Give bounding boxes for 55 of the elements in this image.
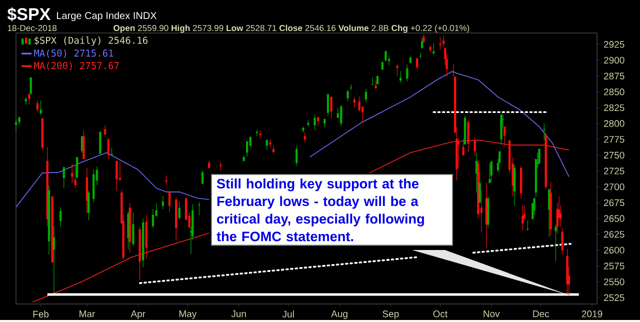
y-tick-label: 2925 <box>604 40 624 48</box>
y-tick-label: 2700 <box>604 183 624 190</box>
y-tick-label: 2600 <box>604 246 624 254</box>
annotation: Still holding key support at the February lows - today will be a critical day, especially following the FOMC statement. <box>216 178 424 242</box>
y-tick-label: 2750 <box>604 152 624 158</box>
chart-title: $SPX <box>7 7 51 22</box>
text: Open 2559.90 High 2573.99 Low 2528.71 Close 2546.16 Volume 2.8B Chg +0.22 (+0.01%) <box>114 24 470 33</box>
x-tick-label: Sep <box>382 310 399 319</box>
text: 18-Dec-2018 <box>8 24 57 31</box>
candlestick <box>116 160 118 191</box>
legend-label: MA(200) 2757.67 <box>34 62 119 70</box>
x-tick-label: 2019 <box>582 310 602 318</box>
candlestick <box>500 114 502 146</box>
chart-subtitle: Large Cap Index INDX <box>57 12 157 21</box>
candlestick <box>330 96 332 119</box>
y-tick-label: 2550 <box>604 278 624 285</box>
candlestick <box>462 138 464 156</box>
candlestick <box>28 92 30 105</box>
candlestick <box>138 226 141 280</box>
x-tick-label: Aug <box>331 310 348 319</box>
candlestick <box>40 100 42 115</box>
candlestick <box>542 123 546 140</box>
y-tick-label: 2650 <box>604 214 624 222</box>
legend-label: MA(50) 2715.61 <box>34 49 114 58</box>
candlestick <box>396 64 398 76</box>
candlestick <box>533 197 536 215</box>
candlestick <box>467 119 470 152</box>
candlestick <box>406 64 408 82</box>
legend-label: $SPX (Daily) 2546.16 <box>34 36 148 46</box>
y-tick-label: 2875 <box>604 72 624 80</box>
x-tick-label: Nov <box>484 310 500 317</box>
y-tick-label: 2625 <box>604 230 624 238</box>
y-tick-label: 2850 <box>604 88 624 96</box>
candlestick <box>82 130 85 160</box>
x-tick-label: May <box>179 310 197 319</box>
candlestick <box>165 174 168 186</box>
candlestick <box>314 114 316 130</box>
x-tick-label: Feb <box>33 310 49 318</box>
candlestick <box>99 131 102 154</box>
y-tick-label: 2775 <box>604 136 624 143</box>
x-tick-label: Dec <box>533 310 550 317</box>
y-tick-label: 2725 <box>604 167 624 174</box>
x-tick-label: Mar <box>80 310 96 317</box>
x-tick-label: Oct <box>433 310 448 318</box>
y-tick-label: 2525 <box>604 294 624 301</box>
x-tick-label: Apr <box>130 310 146 319</box>
y-tick-label: 2825 <box>604 104 624 111</box>
candlestick <box>550 181 552 236</box>
y-tick-label: 2800 <box>604 120 624 127</box>
candlestick <box>132 212 134 246</box>
y-tick-label: 2675 <box>604 199 624 206</box>
y-tick-label: 2900 <box>604 56 624 64</box>
x-tick-label: Jul <box>282 310 294 318</box>
x-tick-label: Jun <box>231 310 246 317</box>
y-tick-label: 2575 <box>604 262 624 270</box>
